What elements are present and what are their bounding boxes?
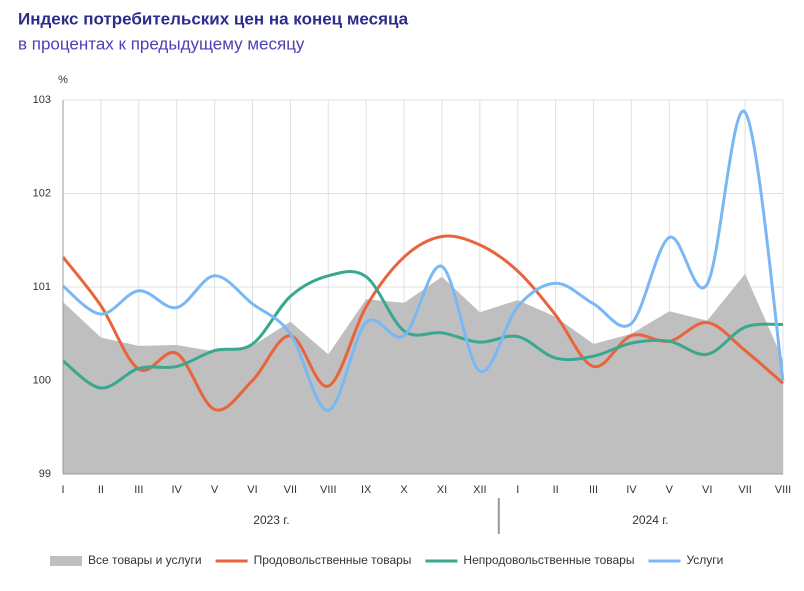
x-tick-label: XII [473,484,486,496]
x-tick-label: I [61,484,64,496]
x-tick-label: III [589,484,598,496]
x-tick-label: VIII [320,484,337,496]
x-tick-label: VII [284,484,297,496]
year-label: 2023 г. [253,513,289,527]
x-tick-label: XI [437,484,447,496]
x-tick-label: IX [361,484,372,496]
year-label: 2024 г. [632,513,668,527]
legend-label: Продовольственные товары [254,553,412,567]
y-tick-label: 101 [33,281,51,293]
y-tick-label: 100 [33,374,51,386]
x-tick-label: X [400,484,408,496]
chart-subtitle: в процентах к предыдущему месяцу [18,34,305,53]
legend-label: Непродовольственные товары [463,553,634,567]
line [62,109,785,412]
x-tick-label: II [98,484,104,496]
legend-label: Услуги [686,553,723,567]
x-tick-label: VIII [775,484,792,496]
x-tick-label: VI [702,484,712,496]
legend-label: Все товары и услуги [88,553,202,567]
x-tick-label: IV [626,484,637,496]
y-axis-label: % [58,74,68,86]
x-tick-label: I [516,484,519,496]
x-tick-label: IV [171,484,182,496]
x-tick-label: VII [738,484,751,496]
x-tick-label: II [553,484,559,496]
area [63,273,783,474]
x-tick-label: VI [247,484,257,496]
x-tick-label: V [211,484,219,496]
y-tick-label: 99 [39,468,51,480]
y-tick-label: 102 [33,187,51,199]
line [62,270,784,390]
x-tick-label: III [134,484,143,496]
y-tick-label: 103 [33,94,51,106]
x-tick-label: V [666,484,674,496]
chart-title: Индекс потребительских цен на конец меся… [18,9,409,28]
legend-swatch [50,556,82,566]
